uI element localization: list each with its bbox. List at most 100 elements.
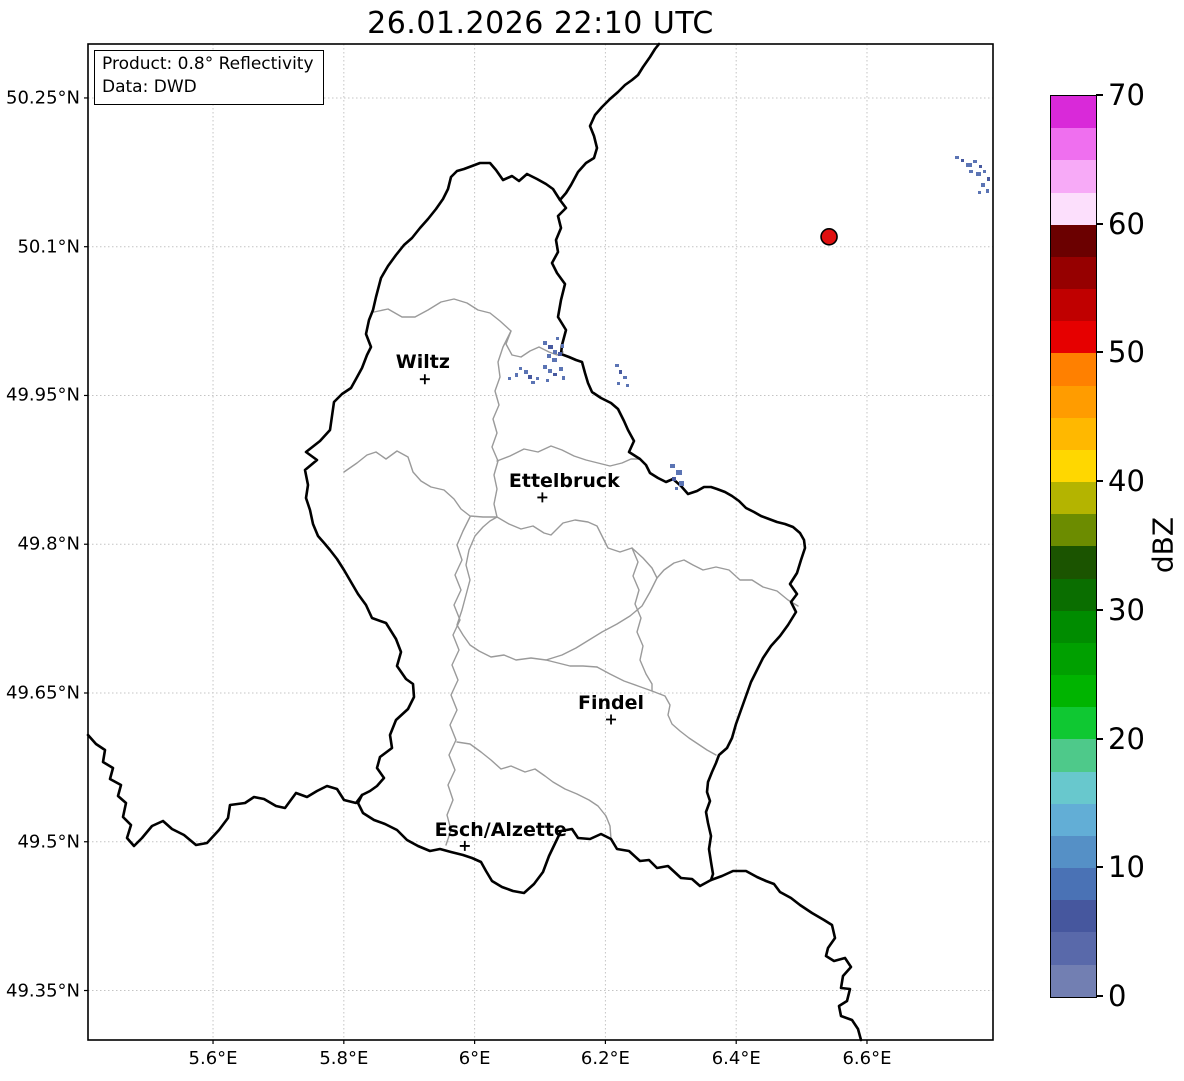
radar-echo [548,369,552,373]
district-border [545,659,598,668]
district-border [456,741,612,840]
radar-echo [679,481,684,486]
data-source-line: Data: DWD [102,77,197,98]
radar-echo [546,379,549,382]
radar-echo [986,189,989,193]
colorbar-segment [1051,900,1096,933]
colorbar [1050,95,1097,998]
city-label: Esch/Alzette [434,818,567,841]
colorbar-segment [1051,96,1096,129]
city-marker [419,374,430,385]
colorbar-tick-label: 60 [1108,206,1145,241]
radar-echo [508,377,511,380]
radar-echo [619,370,622,374]
colorbar-tick-mark [1096,866,1103,869]
radar-echo [983,170,986,173]
radar-echo [547,354,551,358]
colorbar-segment [1051,128,1096,161]
radar-echo [675,487,678,490]
colorbar-tick-mark [1096,94,1103,96]
radar-site-marker [820,227,838,246]
radar-echo [562,376,565,380]
city-marker [459,840,470,851]
city-marker [537,492,548,503]
colorbar-tick-mark [1096,351,1103,354]
radar-echo [531,381,535,384]
country-border [558,42,661,202]
radar-echo [561,344,564,348]
colorbar-segment [1051,449,1096,483]
colorbar-segment [1051,514,1096,547]
colorbar-segment [1051,546,1096,579]
y-axis-tick-label: 49.8°N [17,533,80,555]
radar-echo [559,367,563,371]
colorbar-tick-mark [1096,480,1103,483]
radar-echo [617,382,620,385]
colorbar-tick-mark [1096,995,1103,997]
colorbar-segment [1051,321,1096,354]
radar-echo [961,159,964,162]
colorbar-segment [1051,610,1096,643]
colorbar-tick-label: 40 [1108,464,1145,499]
x-axis-tick-label: 5.8°E [319,1048,369,1069]
product-info-box: Product: 0.8° Reflectivity Data: DWD [94,50,324,105]
colorbar-segment [1051,289,1096,322]
city-label: Wiltz [395,351,450,374]
colorbar-tick-mark [1096,737,1103,740]
colorbar-segment [1051,868,1096,901]
colorbar-tick-label: 70 [1108,78,1145,112]
radar-echo [670,464,675,468]
radar-echo [955,156,959,159]
y-axis-tick-label: 50.1°N [17,236,80,258]
colorbar-segment [1051,417,1096,450]
map-frame [87,43,994,1041]
country-border [86,733,364,848]
colorbar-segment [1051,707,1096,740]
radar-echo [556,337,559,340]
colorbar-segment [1051,964,1096,997]
radar-echo [553,373,557,376]
country-border [303,161,807,895]
city-label: Findel [578,692,645,715]
colorbar-segment [1051,192,1096,225]
colorbar-segment [1051,256,1096,290]
x-axis-tick-label: 6.6°E [842,1048,892,1069]
colorbar-segment [1051,385,1096,418]
colorbar-segment [1051,160,1096,193]
district-border [596,666,717,756]
radar-echo [623,376,627,379]
radar-echo [615,364,619,367]
radar-echo [969,170,973,173]
district-border [373,298,564,358]
radar-echo [519,367,522,370]
radar-echo [672,477,676,481]
radar-echo [536,377,539,380]
colorbar-segment [1051,642,1096,676]
radar-echo [976,172,981,176]
radar-echo [987,177,990,181]
radar-echo [543,341,547,345]
page-title: 26.01.2026 22:10 UTC [367,6,714,41]
colorbar-segment [1051,739,1096,772]
colorbar-segment [1051,224,1096,257]
country-border [709,869,863,1042]
radar-echo [528,375,532,379]
district-border [343,450,498,518]
colorbar-tick-label: 30 [1108,592,1145,627]
y-axis-tick-label: 49.35°N [6,980,80,1001]
colorbar-tick-label: 10 [1108,850,1145,885]
radar-echo [548,345,553,349]
radar-echo [676,470,682,475]
colorbar-tick-mark [1096,608,1103,611]
colorbar-segment [1051,353,1096,386]
colorbar-tick-label: 50 [1108,335,1145,370]
district-border [491,330,512,518]
colorbar-segment [1051,835,1096,869]
radar-echo [979,165,982,168]
y-axis-tick-label: 49.65°N [6,682,80,704]
district-border [631,547,653,692]
radar-echo [626,384,629,387]
radar-echo [543,365,547,369]
